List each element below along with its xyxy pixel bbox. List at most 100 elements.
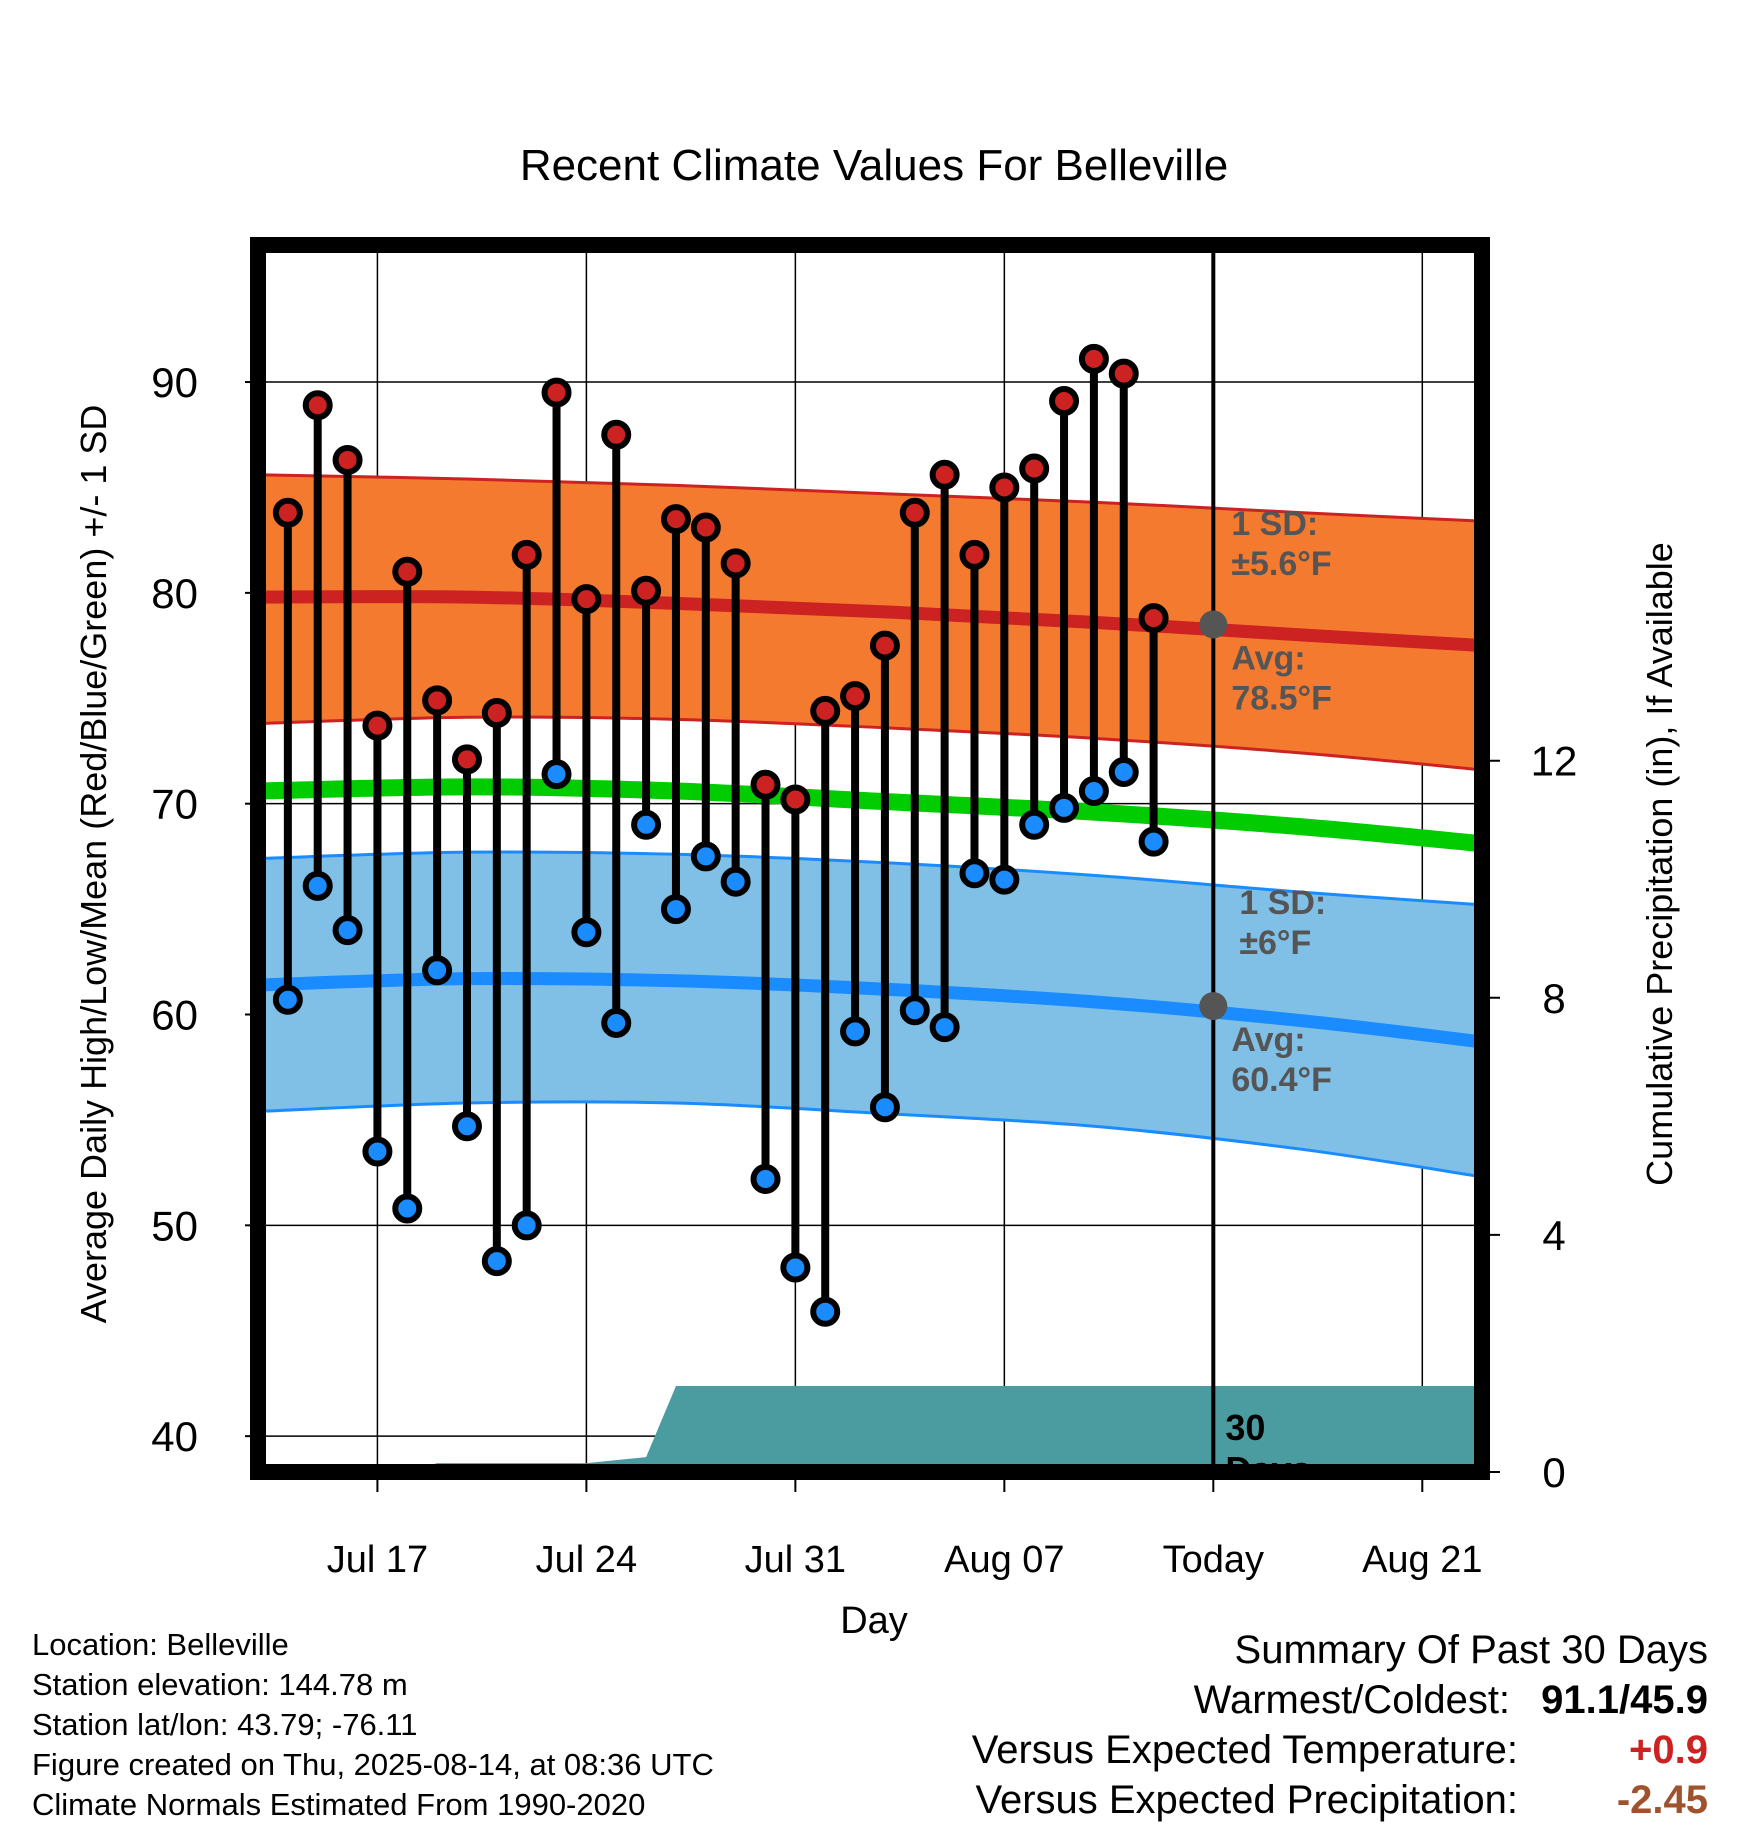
daily-low-point — [1019, 809, 1050, 840]
daily-low-point — [869, 1092, 900, 1123]
low-sd-band — [258, 851, 1482, 1177]
y-axis-label: Average Daily High/Low/Mean (Red/Blue/Gr… — [73, 405, 114, 1324]
daily-high-point — [840, 681, 871, 712]
y-tick-label: 50 — [151, 1202, 198, 1249]
daily-low-point — [959, 858, 990, 889]
x-tick-label: Jul 24 — [536, 1539, 637, 1581]
today-high-avg-marker — [1199, 610, 1228, 639]
y-tick-label: 70 — [151, 781, 198, 828]
plot-inner: 1 SD: ±5.6°F Avg: 78.5°F 1 SD: ±6°F Avg: 60.4°F… — [258, 0, 1482, 1472]
daily-high-point — [362, 710, 393, 741]
chart-title: Recent Climate Values For Belleville — [520, 141, 1228, 190]
station-elevation: Station elevation: 144.78 m — [32, 1667, 408, 1702]
y-tick-label: 40 — [151, 1413, 198, 1460]
station-location: Location: Belleville — [32, 1627, 289, 1662]
daily-low-point — [362, 1136, 393, 1167]
daily-high-point — [720, 548, 751, 579]
high-avg-annotation: Avg: 78.5°F — [1231, 639, 1332, 717]
daily-low-point — [840, 1016, 871, 1047]
precip-diff-value: -2.45 — [1616, 1778, 1708, 1822]
y2-axis-label: Cumulative Precipitation (in), If Availa… — [1639, 542, 1680, 1186]
high-sd-band — [258, 474, 1482, 770]
daily-high-point — [571, 584, 602, 615]
daily-low-point — [690, 841, 721, 872]
daily-low-point — [1049, 792, 1080, 823]
daily-high-point — [302, 390, 333, 421]
y-tick-label: 90 — [151, 359, 198, 406]
summary-warmest-row: Warmest/Coldest: 91.1/45.9 — [972, 1675, 1708, 1725]
daily-low-point — [1078, 776, 1109, 807]
daily-high-point — [1108, 358, 1139, 389]
daily-high-point — [660, 504, 691, 535]
y2-tick-label: 4 — [1542, 1212, 1565, 1259]
y2-tick-label: 8 — [1542, 975, 1565, 1022]
daily-high-point — [332, 445, 363, 476]
precip-area — [258, 1386, 1482, 1472]
normals-period: Climate Normals Estimated From 1990-2020 — [32, 1787, 646, 1822]
daily-high-point — [422, 685, 453, 716]
daily-low-point — [720, 866, 751, 897]
daily-high-point — [899, 497, 930, 528]
daily-low-point — [541, 759, 572, 790]
plot-frame — [250, 237, 1490, 1480]
daily-low-point — [601, 1007, 632, 1038]
precip-diff-label: Versus Expected Precipitation: — [975, 1778, 1518, 1822]
daily-low-point — [481, 1246, 512, 1277]
y2-tick-label: 0 — [1542, 1449, 1565, 1496]
x-tick-label: Aug 07 — [944, 1539, 1064, 1581]
daily-low-point — [451, 1111, 482, 1142]
daily-low-point — [511, 1210, 542, 1241]
y2-tick-label: 12 — [1531, 738, 1578, 785]
x-tick-label: Today — [1163, 1539, 1264, 1581]
daily-low-point — [631, 809, 662, 840]
daily-high-point — [481, 698, 512, 729]
daily-high-point — [451, 744, 482, 775]
daily-low-point — [989, 864, 1020, 895]
daily-high-point — [392, 556, 423, 587]
daily-high-point — [780, 784, 811, 815]
station-info: Location: Belleville Station elevation: … — [32, 1625, 714, 1825]
daily-high-point — [1138, 603, 1169, 634]
daily-low-point — [660, 894, 691, 925]
summary-temp-row: Versus Expected Temperature: +0.9 — [972, 1725, 1708, 1775]
summary-title: Summary Of Past 30 Days — [1234, 1628, 1708, 1672]
daily-high-point — [601, 419, 632, 450]
summary-panel: Summary Of Past 30 Days Warmest/Coldest:… — [972, 1625, 1708, 1825]
x-tick-label: Aug 21 — [1362, 1539, 1482, 1581]
temp-diff-value: +0.9 — [1629, 1728, 1708, 1772]
daily-high-point — [750, 769, 781, 800]
x-tick-label: Jul 17 — [327, 1539, 428, 1581]
daily-low-point — [899, 995, 930, 1026]
today-low-avg-marker — [1199, 992, 1228, 1021]
daily-high-point — [511, 539, 542, 570]
daily-high-point — [1171, 0, 1195, 12]
daily-low-point — [571, 917, 602, 948]
daily-low-point — [1171, 0, 1195, 12]
high-sd-upper-line — [258, 473, 1482, 523]
daily-low-point — [332, 915, 363, 946]
y-tick-label: 80 — [151, 570, 198, 617]
daily-low-point — [302, 870, 333, 901]
daily-high-point — [690, 512, 721, 543]
high-sd-annotation: 1 SD: ±5.6°F — [1231, 505, 1331, 583]
figure-created: Figure created on Thu, 2025-08-14, at 08… — [32, 1747, 714, 1782]
warmest-value: 91.1/45.9 — [1541, 1678, 1708, 1722]
daily-high-point — [929, 459, 960, 490]
daily-low-point — [422, 955, 453, 986]
daily-high-point — [1049, 386, 1080, 417]
daily-low-point — [392, 1193, 423, 1224]
y-tick-label: 60 — [151, 992, 198, 1039]
plot-area: 1 SD: ±5.6°F Avg: 78.5°F 1 SD: ±6°F Avg: 60.4°F… — [151, 0, 1578, 1581]
daily-high-point — [989, 472, 1020, 503]
daily-high-point — [541, 377, 572, 408]
summary-precip-row: Versus Expected Precipitation: -2.45 — [972, 1775, 1708, 1825]
daily-high-point — [1078, 343, 1109, 374]
daily-high-point — [959, 539, 990, 570]
x-tick-label: Jul 31 — [745, 1539, 846, 1581]
daily-low-point — [1108, 757, 1139, 788]
daily-high-point — [272, 497, 303, 528]
daily-high-point — [810, 695, 841, 726]
daily-high-point — [1019, 453, 1050, 484]
daily-high-point — [631, 575, 662, 606]
station-latlon: Station lat/lon: 43.79; -76.11 — [32, 1707, 418, 1742]
